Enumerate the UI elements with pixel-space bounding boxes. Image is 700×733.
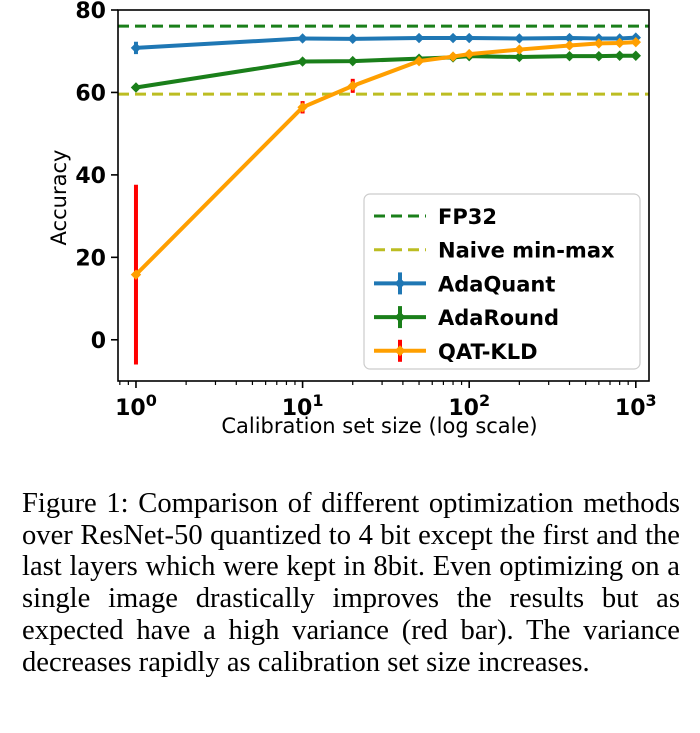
adaround-point xyxy=(130,82,142,93)
y-tick-label: 60 xyxy=(75,81,106,106)
legend-box xyxy=(363,193,641,370)
adaquant-point xyxy=(297,33,308,44)
plot-frame xyxy=(117,9,650,382)
qat-kld-point xyxy=(347,80,358,92)
adaround-point xyxy=(593,50,605,62)
y-tick-label: 40 xyxy=(75,164,106,189)
x-axis-label: Calibration set size (log scale) xyxy=(221,414,537,438)
qat-kld-point xyxy=(130,269,142,280)
qat-kld-point xyxy=(564,40,575,51)
legend-marker xyxy=(394,345,406,357)
legend-label: Naive min-max xyxy=(438,239,615,263)
legend-label: AdaQuant xyxy=(438,272,555,296)
x-axis-ticks: 100 101 102 103 xyxy=(115,381,657,421)
qat-kld-point xyxy=(463,48,475,60)
legend-label: FP32 xyxy=(438,205,497,229)
legend-label: AdaRound xyxy=(438,306,559,330)
legend-marker xyxy=(394,277,406,289)
adaquant-point xyxy=(413,32,425,44)
adaquant-point xyxy=(130,42,142,54)
legend: FP32 Naive min-max AdaQuant AdaRound QAT-KLD xyxy=(363,193,641,370)
legend-entry-adaquant: AdaQuant xyxy=(374,272,555,296)
qat-kld-point xyxy=(413,55,425,67)
figure-caption: Figure 1: Comparison of different optimi… xyxy=(22,488,680,678)
y-tick-label: 20 xyxy=(75,246,106,271)
qat-kld-series xyxy=(130,36,642,365)
x-tick-label: 100 xyxy=(115,391,157,421)
adaquant-point xyxy=(347,33,358,45)
reference-lines xyxy=(118,24,649,96)
qat-kld-point xyxy=(614,37,625,49)
adaquant-point xyxy=(564,32,575,44)
adaround-point xyxy=(630,50,642,61)
y-tick-label: 0 xyxy=(91,329,106,354)
qat-kld-point xyxy=(630,36,642,48)
adaquant-point xyxy=(463,32,475,44)
legend-entry-fp32: FP32 xyxy=(374,205,497,229)
series-layer xyxy=(130,32,642,365)
x-tick-label: 103 xyxy=(615,391,657,421)
legend-label: QAT-KLD xyxy=(438,340,538,364)
adaround-point xyxy=(514,51,525,63)
qat-kld-point xyxy=(514,44,525,55)
adaquant-series xyxy=(130,32,642,55)
adaround-point xyxy=(614,50,625,61)
adaround-point xyxy=(347,55,358,67)
chart: 0 20 40 60 80 100 101 102 103 Calibration set s… xyxy=(47,0,657,438)
adaround-point xyxy=(564,50,575,62)
legend-entry-naive-min-max: Naive min-max xyxy=(374,239,615,263)
y-axis-label: Accuracy xyxy=(47,150,71,246)
qat-kld-point xyxy=(297,102,308,113)
adaround-point xyxy=(297,56,308,67)
adaquant-point xyxy=(514,33,525,44)
x-tick-label: 102 xyxy=(448,391,490,421)
y-tick-label: 80 xyxy=(75,0,106,24)
qat-kld-point xyxy=(447,51,459,62)
y-axis-ticks: 0 20 40 60 80 xyxy=(75,0,118,354)
adaquant-point xyxy=(447,32,459,44)
qat-kld-point xyxy=(593,38,605,49)
legend-entry-adaround: AdaRound xyxy=(374,306,559,330)
legend-marker xyxy=(394,311,406,323)
x-tick-label: 101 xyxy=(282,391,324,421)
legend-entry-qat-kld: QAT-KLD xyxy=(374,339,538,364)
